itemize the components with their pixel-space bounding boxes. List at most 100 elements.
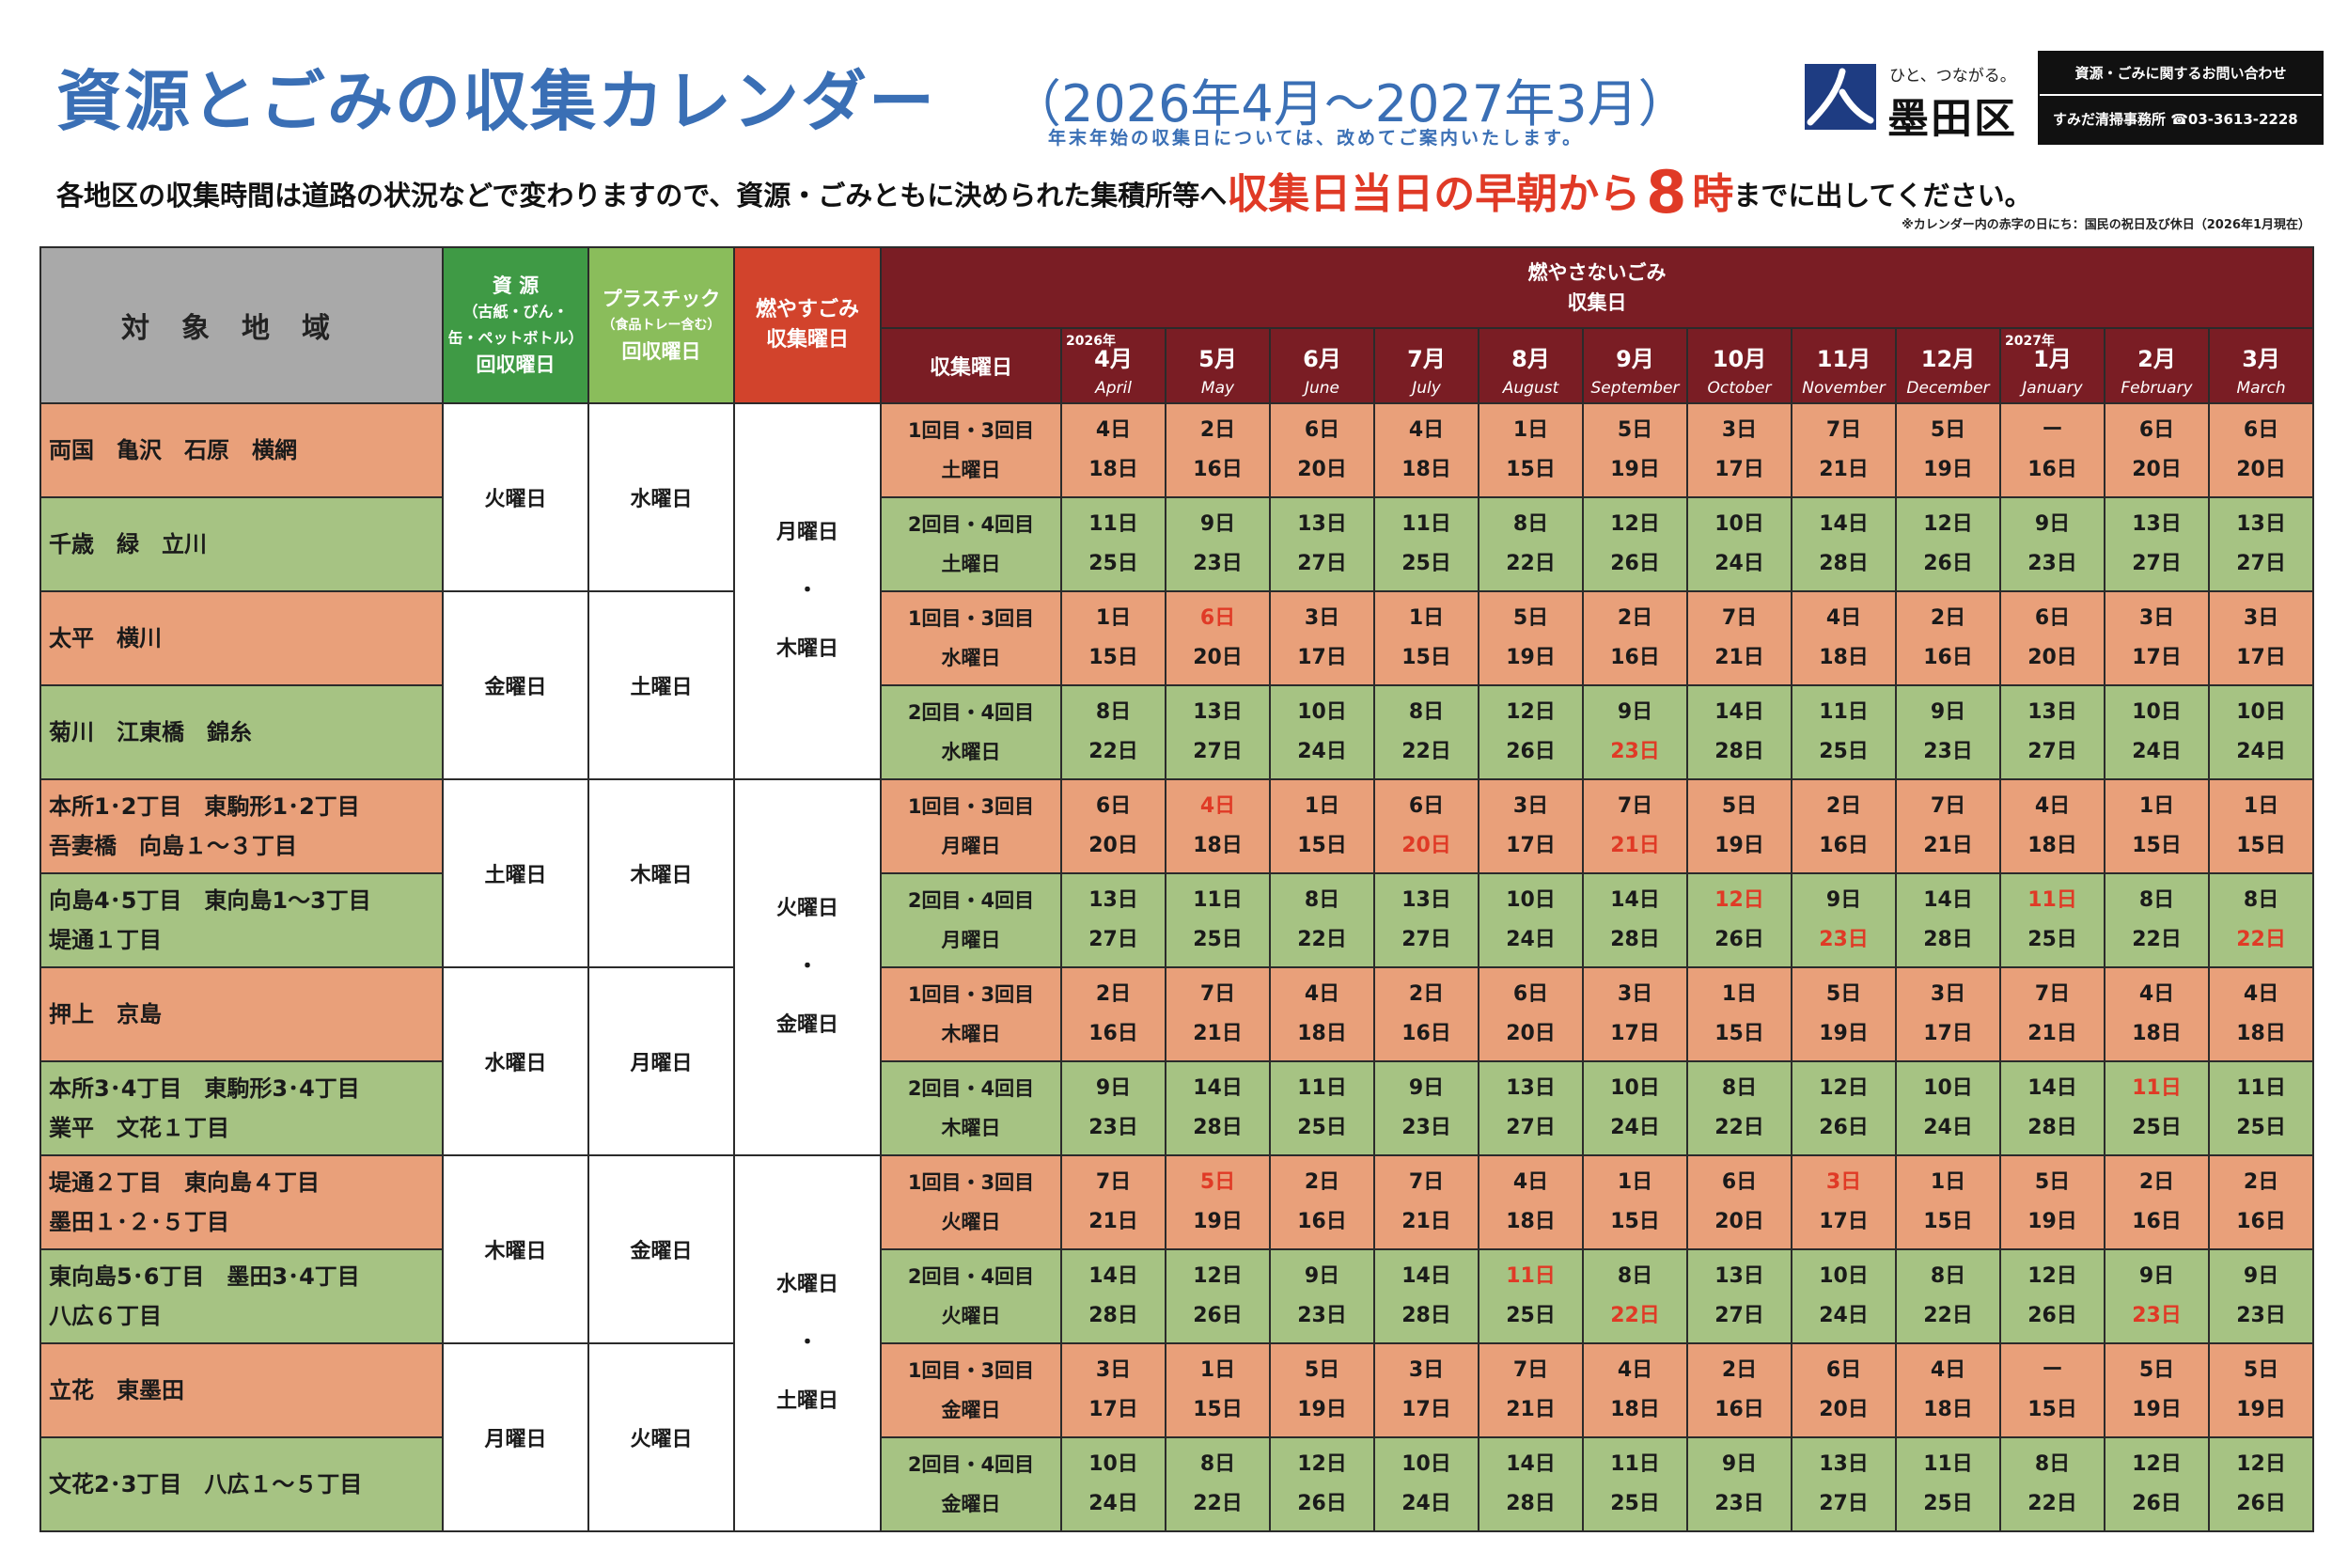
date-cell: 13日 27日 [1686,1248,1792,1344]
date-second: 23日 [1923,740,1973,763]
date-second: 16日 [1714,1398,1764,1421]
date-second: 19日 [2027,1210,2077,1233]
date-first: ー [2042,1358,2063,1382]
date-cell: 8日 22日 [1582,1248,1688,1344]
date-first: 9日 [1617,700,1653,724]
date-cell: 11日 25日 [1582,1436,1688,1532]
date-cell: 9日 23日 [1582,684,1688,780]
header-plastic: プラスチック （食品トレー含む） 回収曜日 [587,246,735,404]
date-second: 24日 [1506,928,1556,951]
burnable-day-sep: ・ [796,1331,818,1355]
date-second: 23日 [2027,552,2077,575]
header-burnable: 燃やすごみ 収集曜日 [733,246,882,404]
contact-title: 資源・ごみに関するお問い合わせ [2040,53,2322,96]
instruction-text: 各地区の収集時間は道路の状況などで変わりますので、資源・ごみともに決められた集積… [56,180,1228,212]
date-second: 22日 [2132,928,2182,951]
date-second: 27日 [1088,928,1138,951]
burnable-day-cell: 月曜日・木曜日 [733,402,882,780]
date-second: 18日 [1610,1398,1660,1421]
header-nonburnable-tail: 収集日 [1567,291,1627,314]
plastic-day-cell: 土曜日 [587,590,735,780]
date-second: 21日 [2027,1022,2077,1045]
date-cell: 6日 20日 [1373,778,1479,874]
date-second: 15日 [1401,646,1451,669]
date-cell: 8日 22日 [1165,1436,1271,1532]
date-cell: 1日 15日 [2104,778,2210,874]
date-cell: 4日 18日 [1791,590,1897,686]
date-first: 7日 [1512,1358,1549,1382]
week-ordinal: 2回目・4回目 [907,889,1035,912]
instruction-hour-unit: 時 [1692,170,1734,218]
date-second: 26日 [2236,1492,2286,1515]
date-cell: 10日 24日 [2207,684,2315,780]
date-first: 10日 [2132,700,2182,724]
date-first: 2日 [1199,418,1236,442]
month-label-en: January [2022,378,2083,398]
date-second: 21日 [1401,1210,1451,1233]
date-second: 15日 [1193,1398,1243,1421]
date-cell: 2日 16日 [1791,778,1897,874]
sumida-logo: ひと、つながる。 墨田区 [1805,60,2016,143]
date-cell: 9日 23日 [1269,1248,1375,1344]
table-row: 押上 京島 水曜日 月曜日 1回目・3回目 木曜日 2日 16日 7日 21日 4日 18日 2日 16… [39,966,2315,1156]
date-cell: 3日 17日 [2104,590,2210,686]
date-cell: 3日 17日 [2207,590,2315,686]
date-second: 22日 [1297,928,1347,951]
burnable-day-1: 水曜日 [775,1273,838,1296]
header-area: 対象地域 [39,246,444,404]
date-first: 4日 [2138,982,2175,1006]
date-first: 10日 [1401,1452,1451,1476]
date-second: 28日 [1506,1492,1556,1515]
date-second: 25日 [1401,552,1451,575]
date-cell: 9日 23日 [1165,496,1271,592]
date-second: 22日 [1088,740,1138,763]
date-cell: 13日 27日 [2104,496,2210,592]
date-second: 26日 [1923,552,1973,575]
week-day: 水曜日 [941,647,1001,669]
nonburn-weekday-cell: 1回目・3回目 木曜日 [880,966,1062,1062]
date-first: 11日 [1610,1452,1660,1476]
date-cell: 7日 21日 [1895,778,2001,874]
date-cell: 14日 28日 [1478,1436,1584,1532]
date-second: 16日 [1819,834,1869,857]
date-cell: 5日 19日 [1791,966,1897,1062]
area-line-1: 太平 横川 [49,625,162,651]
date-first: 5日 [1825,982,1862,1006]
date-second: 22日 [1506,552,1556,575]
week-ordinal: 1回目・3回目 [907,419,1035,442]
date-second: 18日 [1297,1022,1347,1045]
date-cell: ー 15日 [1999,1342,2105,1438]
date-second: 28日 [1401,1304,1451,1327]
date-first: 7日 [1095,1170,1132,1194]
logo-tagline: ひと、つながる。 [1889,67,2016,86]
date-first: 8日 [1930,1264,1966,1288]
date-second: 16日 [1401,1022,1451,1045]
header-month-11: 2月 February [2104,327,2210,404]
date-cell: 5日 19日 [1582,402,1688,498]
area-cell: 本所1･2丁目 東駒形1･2丁目 吾妻橋 向島１〜３丁目 [39,778,444,874]
holiday-note: ※カレンダー内の赤字の日にち：国民の祝日及び休日（2026年1月現在） [1902,218,2310,232]
date-first: 4日 [1617,1358,1653,1382]
date-first: 1日 [1617,1170,1653,1194]
date-cell: 11日 25日 [1060,496,1166,592]
date-first: 14日 [1193,1076,1243,1100]
date-cell: 8日 22日 [1269,872,1375,968]
date-second: 26日 [1819,1116,1869,1139]
date-cell: 2日 16日 [1060,966,1166,1062]
date-first: 1日 [1408,606,1445,630]
date-first: 6日 [1825,1358,1862,1382]
header-month-8: 11月 November [1791,327,1897,404]
date-second: 21日 [1610,834,1660,857]
date-first: 4日 [1408,418,1445,442]
date-second: 19日 [1506,646,1556,669]
date-cell: 4日 18日 [1478,1154,1584,1250]
date-second: 19日 [2236,1398,2286,1421]
resource-day-cell: 土曜日 [442,778,589,968]
week-ordinal: 1回目・3回目 [907,1359,1035,1382]
date-first: 9日 [2138,1264,2175,1288]
table-row: 向島4･5丁目 東向島1〜3丁目 堤通１丁目 2回目・4回目 月曜日 13日 27日 11日… [39,872,2315,968]
date-second: 26日 [2027,1304,2077,1327]
date-second: 25日 [1610,1492,1660,1515]
date-cell: 14日 28日 [1582,872,1688,968]
date-second: 23日 [1610,740,1660,763]
